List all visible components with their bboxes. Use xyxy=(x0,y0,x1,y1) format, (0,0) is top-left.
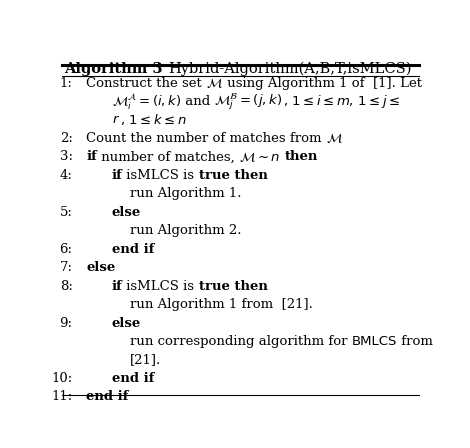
Text: Count the number of matches from: Count the number of matches from xyxy=(86,132,326,145)
Text: $\mathcal{M}_i^{\mathcal{A}} = (i, k)$: $\mathcal{M}_i^{\mathcal{A}} = (i, k)$ xyxy=(111,91,181,112)
Text: $r$: $r$ xyxy=(111,113,120,126)
Text: 6:: 6: xyxy=(60,243,72,256)
Text: end if: end if xyxy=(86,390,128,403)
Text: $\mathcal{M} \sim n$: $\mathcal{M} \sim n$ xyxy=(239,150,280,164)
Text: 1:: 1: xyxy=(60,77,72,90)
Text: isMLCS is: isMLCS is xyxy=(122,280,198,293)
Text: else: else xyxy=(111,316,141,329)
Text: Construct the set: Construct the set xyxy=(86,77,206,90)
Text: run Algorithm 1 from  [21].: run Algorithm 1 from [21]. xyxy=(130,298,313,311)
Text: end if: end if xyxy=(111,243,154,256)
Text: Algorithm 3: Algorithm 3 xyxy=(64,62,168,76)
Text: using Algorithm 1 of  [1]. Let: using Algorithm 1 of [1]. Let xyxy=(223,77,422,90)
Text: Hybrid-Algorithm(A,B,T,isMLCS): Hybrid-Algorithm(A,B,T,isMLCS) xyxy=(168,61,411,76)
Text: true then: true then xyxy=(198,280,267,293)
Text: 4:: 4: xyxy=(60,169,72,182)
Text: 5:: 5: xyxy=(60,206,72,219)
Text: if: if xyxy=(111,169,122,182)
Text: true then: true then xyxy=(198,169,267,182)
Text: if: if xyxy=(111,280,122,293)
Text: , $1 \leq k \leq n$: , $1 \leq k \leq n$ xyxy=(120,112,186,128)
Text: 11:: 11: xyxy=(51,390,72,403)
Text: and: and xyxy=(181,95,214,108)
Text: $\mathcal{M}$: $\mathcal{M}$ xyxy=(206,76,223,90)
Text: end if: end if xyxy=(111,372,154,385)
Text: run corresponding algorithm for: run corresponding algorithm for xyxy=(130,335,352,348)
Text: , $1 \leq i \leq m$, $1 \leq j \leq$: , $1 \leq i \leq m$, $1 \leq j \leq$ xyxy=(282,93,400,110)
Text: from: from xyxy=(397,335,433,348)
Text: $\mathcal{M}$: $\mathcal{M}$ xyxy=(326,131,343,146)
Text: run Algorithm 2.: run Algorithm 2. xyxy=(130,224,241,237)
Text: isMLCS is: isMLCS is xyxy=(122,169,198,182)
Text: 7:: 7: xyxy=(60,261,72,274)
Text: if: if xyxy=(86,151,97,164)
Text: $\mathcal{M}_j^{\mathcal{B}} = (j, k)$: $\mathcal{M}_j^{\mathcal{B}} = (j, k)$ xyxy=(214,91,282,112)
Text: BMLCS: BMLCS xyxy=(352,335,397,348)
Text: 10:: 10: xyxy=(51,372,72,385)
Text: [21].: [21]. xyxy=(130,353,161,366)
Text: 3:: 3: xyxy=(60,151,72,164)
Text: 9:: 9: xyxy=(60,316,72,329)
Text: 2:: 2: xyxy=(60,132,72,145)
Text: then: then xyxy=(284,151,318,164)
Text: number of matches,: number of matches, xyxy=(97,151,239,164)
Text: run Algorithm 1.: run Algorithm 1. xyxy=(130,187,241,200)
Text: 8:: 8: xyxy=(60,280,72,293)
Text: else: else xyxy=(86,261,115,274)
Text: else: else xyxy=(111,206,141,219)
